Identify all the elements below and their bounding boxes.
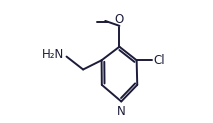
Text: Cl: Cl <box>154 54 166 67</box>
Text: H₂N: H₂N <box>42 48 64 61</box>
Text: O: O <box>115 13 124 26</box>
Text: N: N <box>117 105 126 118</box>
